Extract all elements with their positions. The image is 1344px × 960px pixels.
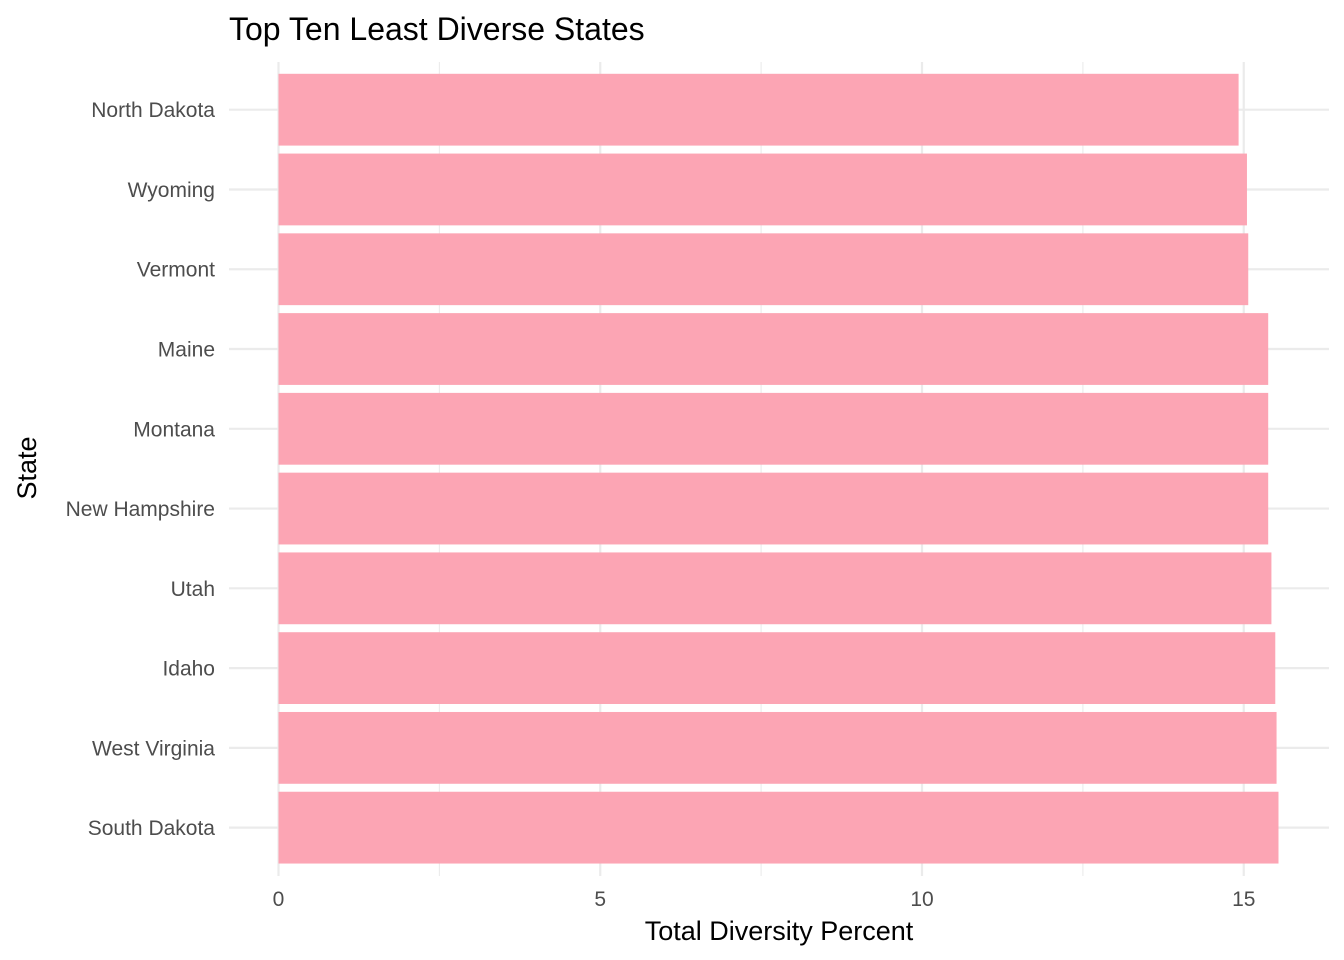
x-tick-label: 10	[910, 888, 933, 911]
y-tick-label: West Virginia	[92, 737, 215, 760]
bars	[278, 73, 1279, 864]
y-axis-title: State	[12, 436, 42, 499]
y-tick-label: New Hampshire	[66, 498, 215, 521]
y-tick-label: Idaho	[162, 658, 215, 681]
bar	[278, 313, 1269, 385]
y-tick-label: Wyoming	[128, 179, 215, 202]
y-tick-label: Vermont	[137, 259, 215, 282]
bar	[278, 153, 1247, 226]
x-axis-title: Total Diversity Percent	[645, 916, 914, 946]
y-tick-label: Maine	[158, 339, 215, 362]
x-tick-labels: 0 5 10 15	[273, 888, 1256, 911]
y-tick-label: Montana	[133, 418, 215, 441]
y-tick-label: Utah	[171, 578, 215, 601]
y-tick-labels: North Dakota Wyoming Vermont Maine Montana Ne…	[66, 99, 216, 840]
bar	[278, 552, 1272, 625]
bar	[278, 73, 1239, 146]
bar	[278, 233, 1249, 306]
x-tick-label: 15	[1232, 888, 1255, 911]
bar	[278, 632, 1276, 705]
chart-title: Top Ten Least Diverse States	[229, 11, 645, 47]
y-tick-label: South Dakota	[88, 817, 216, 840]
x-tick-label: 0	[273, 888, 285, 911]
bar	[278, 392, 1269, 465]
bar	[278, 472, 1269, 545]
bar	[278, 711, 1277, 784]
y-tick-label: North Dakota	[91, 99, 215, 122]
bar	[278, 791, 1279, 864]
x-tick-label: 5	[594, 888, 606, 911]
